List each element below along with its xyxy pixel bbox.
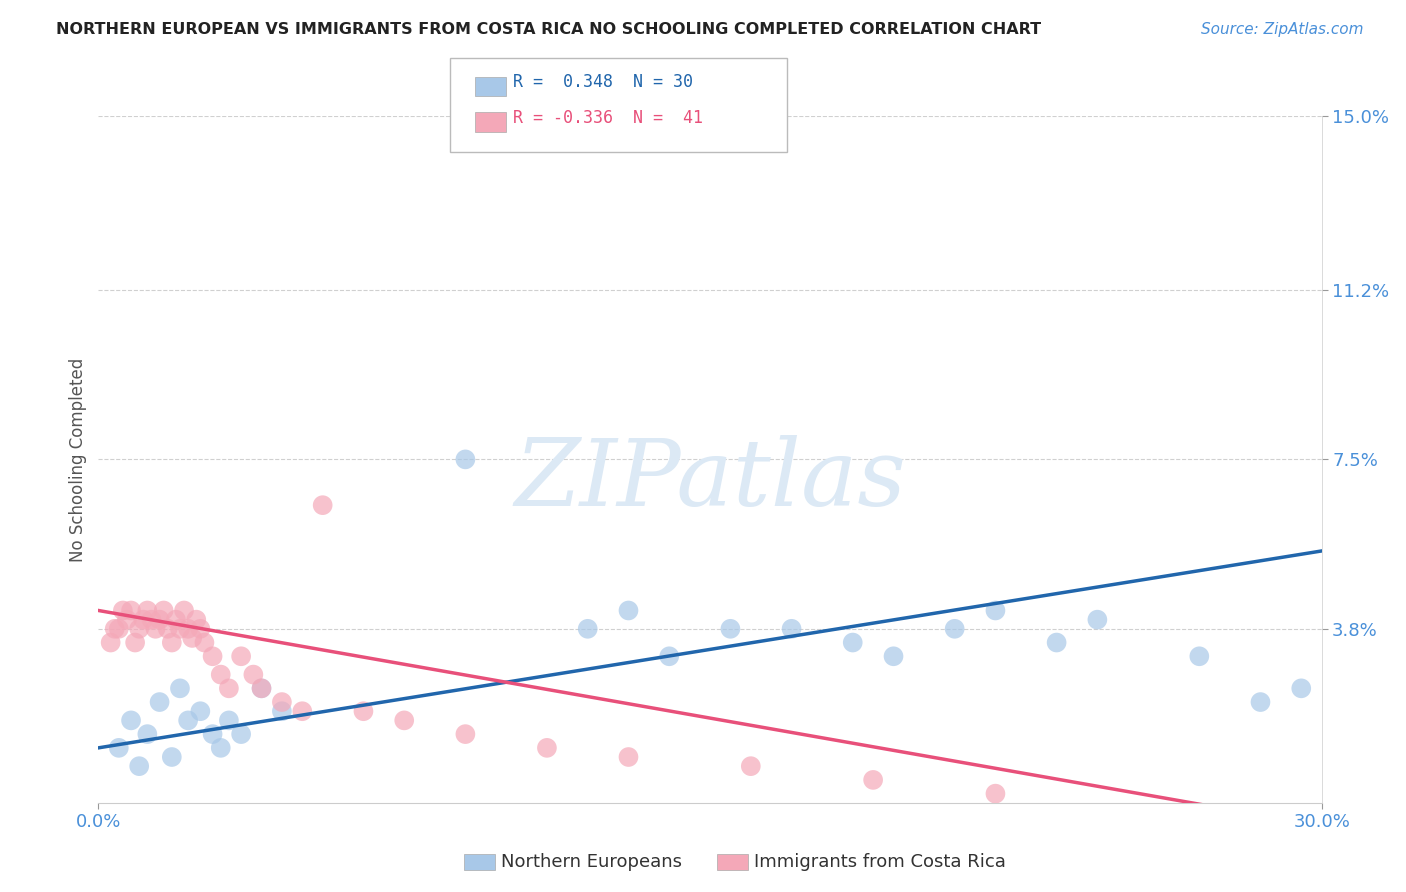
- Point: [291, 704, 314, 718]
- Point: [169, 622, 191, 636]
- Point: [658, 649, 681, 664]
- Point: [100, 635, 122, 649]
- Point: [115, 613, 138, 627]
- Text: Source: ZipAtlas.com: Source: ZipAtlas.com: [1201, 22, 1364, 37]
- Point: [145, 622, 167, 636]
- Text: R =  0.348  N = 30: R = 0.348 N = 30: [513, 73, 693, 91]
- Point: [181, 631, 204, 645]
- Point: [242, 667, 264, 681]
- Point: [454, 452, 477, 467]
- Point: [984, 603, 1007, 617]
- Point: [108, 622, 131, 636]
- Point: [160, 635, 183, 649]
- Point: [149, 613, 172, 627]
- Y-axis label: No Schooling Completed: No Schooling Completed: [69, 358, 87, 561]
- Text: NORTHERN EUROPEAN VS IMMIGRANTS FROM COSTA RICA NO SCHOOLING COMPLETED CORRELATI: NORTHERN EUROPEAN VS IMMIGRANTS FROM COS…: [56, 22, 1042, 37]
- Point: [780, 622, 803, 636]
- Point: [186, 613, 208, 627]
- Point: [188, 622, 212, 636]
- Point: [218, 714, 240, 728]
- Point: [201, 649, 224, 664]
- Point: [209, 667, 232, 681]
- Point: [1188, 649, 1211, 664]
- Point: [120, 603, 142, 617]
- Point: [136, 603, 159, 617]
- Point: [177, 622, 200, 636]
- Point: [149, 695, 172, 709]
- Point: [231, 727, 253, 741]
- Point: [718, 622, 742, 636]
- Point: [617, 603, 640, 617]
- Point: [124, 635, 146, 649]
- Point: [128, 759, 150, 773]
- Point: [160, 750, 183, 764]
- Point: [454, 727, 477, 741]
- Point: [270, 704, 294, 718]
- Point: [141, 613, 163, 627]
- Point: [250, 681, 273, 696]
- Point: [250, 681, 273, 696]
- Point: [536, 740, 558, 755]
- Point: [576, 622, 599, 636]
- Point: [111, 603, 134, 617]
- Point: [152, 603, 174, 617]
- Point: [108, 740, 131, 755]
- Point: [352, 704, 374, 718]
- Point: [862, 772, 884, 787]
- Point: [231, 649, 253, 664]
- Point: [209, 740, 232, 755]
- Point: [984, 787, 1007, 801]
- Point: [270, 695, 294, 709]
- Point: [177, 714, 200, 728]
- Point: [740, 759, 762, 773]
- Point: [188, 704, 212, 718]
- Point: [169, 681, 191, 696]
- Point: [173, 603, 195, 617]
- Point: [1045, 635, 1069, 649]
- Point: [156, 622, 179, 636]
- Text: R = -0.336  N =  41: R = -0.336 N = 41: [513, 109, 703, 127]
- Point: [883, 649, 905, 664]
- Point: [128, 622, 150, 636]
- Point: [218, 681, 240, 696]
- Point: [943, 622, 966, 636]
- Text: ZIPatlas: ZIPatlas: [515, 435, 905, 525]
- Point: [617, 750, 640, 764]
- Point: [165, 613, 187, 627]
- Point: [1291, 681, 1313, 696]
- Point: [120, 714, 142, 728]
- Point: [841, 635, 863, 649]
- Point: [1085, 613, 1108, 627]
- Point: [104, 622, 127, 636]
- Point: [1249, 695, 1271, 709]
- Text: Immigrants from Costa Rica: Immigrants from Costa Rica: [754, 853, 1005, 871]
- Point: [136, 727, 159, 741]
- Point: [392, 714, 416, 728]
- Point: [193, 635, 215, 649]
- Text: Northern Europeans: Northern Europeans: [501, 853, 682, 871]
- Point: [132, 613, 155, 627]
- Point: [201, 727, 224, 741]
- Point: [312, 498, 335, 512]
